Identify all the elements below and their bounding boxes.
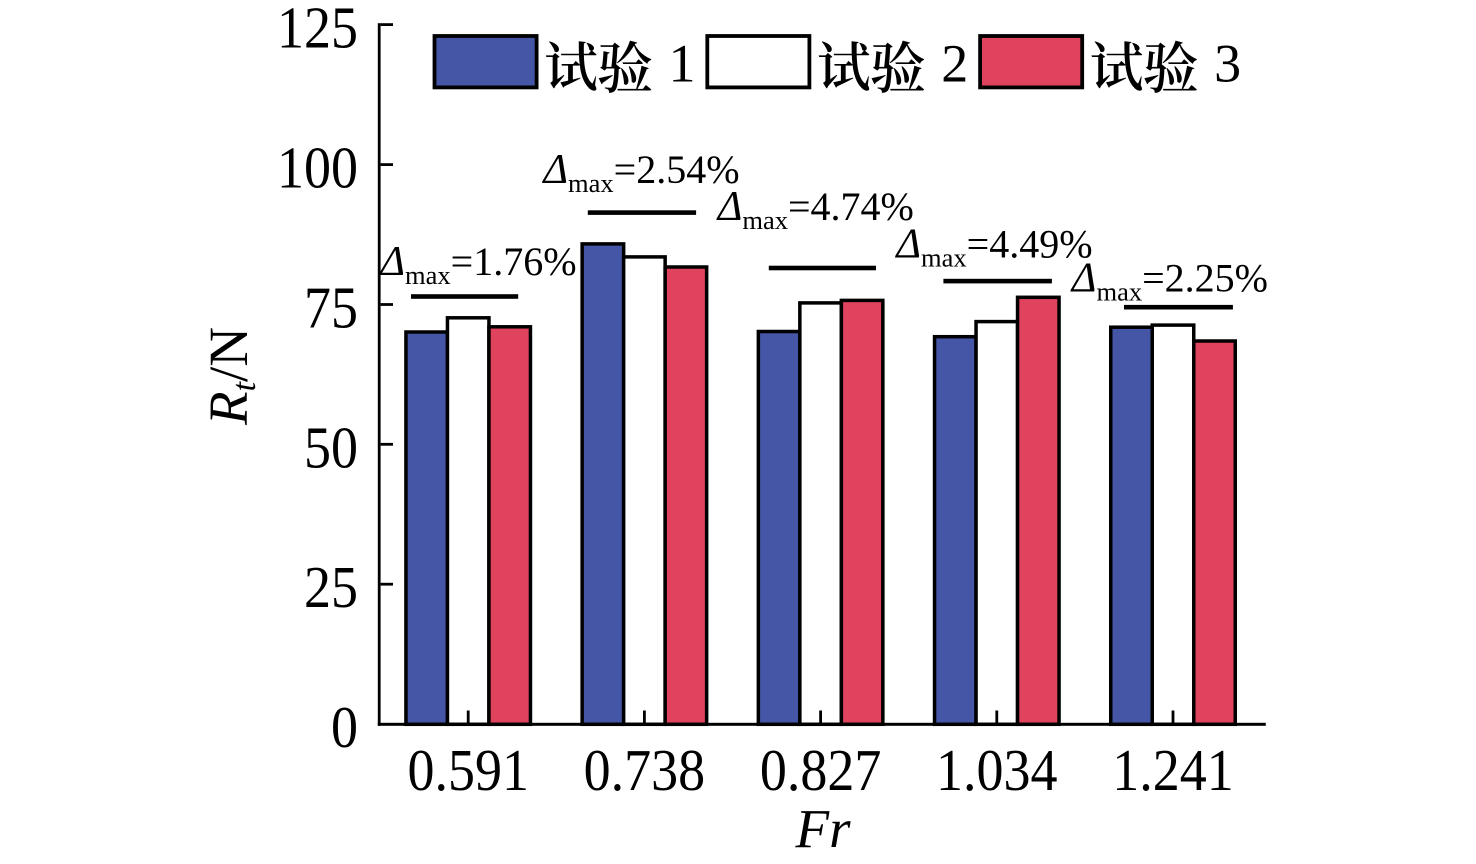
- svg-text:Δmax=4.74%: Δmax=4.74%: [716, 184, 914, 235]
- svg-text:100: 100: [277, 137, 358, 202]
- svg-text:0.591: 0.591: [407, 739, 528, 804]
- svg-text:25: 25: [304, 556, 358, 621]
- svg-text:1.034: 1.034: [936, 739, 1057, 804]
- svg-text:75: 75: [304, 276, 358, 341]
- svg-text:Δmax=1.76%: Δmax=1.76%: [378, 239, 576, 290]
- svg-text:Fr: Fr: [795, 798, 852, 859]
- svg-text:125: 125: [277, 0, 358, 61]
- svg-text:50: 50: [304, 416, 358, 481]
- svg-text:0: 0: [331, 696, 358, 761]
- svg-text:Rt/N: Rt/N: [198, 327, 263, 426]
- svg-text:3: 3: [1214, 34, 1241, 94]
- svg-text:Δmax=2.25%: Δmax=2.25%: [1070, 255, 1268, 306]
- svg-text:2: 2: [941, 34, 968, 94]
- svg-text:1.241: 1.241: [1112, 739, 1233, 804]
- svg-text:Δmax=4.49%: Δmax=4.49%: [894, 221, 1092, 272]
- svg-text:0.738: 0.738: [584, 739, 705, 804]
- svg-text:Δmax=2.54%: Δmax=2.54%: [541, 147, 739, 198]
- svg-text:1: 1: [669, 34, 696, 94]
- svg-text:0.827: 0.827: [760, 739, 881, 804]
